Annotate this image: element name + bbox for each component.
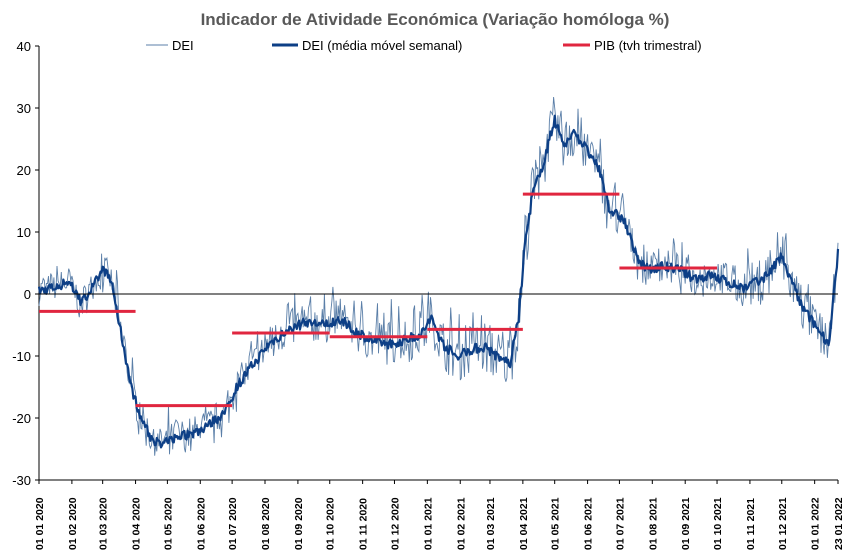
x-axis-ticks: 01 01 2020 01 02 2020 01 03 2020 01 04 2020… <box>34 480 845 550</box>
x-tick-label: 23 01 2022 <box>833 497 845 550</box>
x-tick-label: 01 04 2021 <box>518 497 530 550</box>
y-tick-label: 10 <box>17 225 31 240</box>
y-tick-label: 20 <box>17 163 31 178</box>
x-tick-label: 01 08 2020 <box>260 497 272 550</box>
legend-label-dei-moving-average: DEI (média móvel semanal) <box>302 38 462 53</box>
y-tick-label: -30 <box>12 473 31 488</box>
x-tick-label: 01 02 2020 <box>67 497 79 550</box>
x-tick-label: 01 03 2021 <box>485 497 497 550</box>
legend: DEI DEI (média móvel semanal) PIB (tvh t… <box>146 38 702 53</box>
x-tick-label: 01 10 2020 <box>325 497 337 550</box>
y-tick-label: -10 <box>12 349 31 364</box>
x-tick-label: 01 05 2020 <box>162 497 174 550</box>
x-tick-label: 01 10 2021 <box>712 497 724 550</box>
x-tick-label: 01 08 2021 <box>647 497 659 550</box>
x-tick-label: 01 01 2021 <box>422 497 434 550</box>
x-tick-label: 01 02 2021 <box>455 497 467 550</box>
x-tick-label: 01 01 2022 <box>810 497 822 550</box>
x-tick-label: 01 12 2020 <box>389 497 401 550</box>
y-tick-label: 40 <box>17 39 31 54</box>
x-tick-label: 01 07 2021 <box>614 497 626 550</box>
x-tick-label: 01 05 2021 <box>550 497 562 550</box>
legend-label-dei: DEI <box>172 38 194 53</box>
x-tick-label: 01 03 2020 <box>98 497 110 550</box>
x-tick-label: 01 01 2020 <box>34 497 46 550</box>
y-tick-label: -20 <box>12 411 31 426</box>
legend-label-pib: PIB (tvh trimestral) <box>594 38 702 53</box>
axes <box>38 46 838 481</box>
x-tick-label: 01 07 2020 <box>227 497 239 550</box>
chart-title: Indicador de Atividade Económica (Variaç… <box>201 10 670 29</box>
x-tick-label: 01 12 2021 <box>777 497 789 550</box>
dei-moving-average-line <box>37 114 840 449</box>
series-pib-quarterly <box>39 192 718 408</box>
y-axis-ticks: 40 30 20 10 0 -10 -20 -30 <box>12 39 39 488</box>
x-tick-label: 01 11 2020 <box>358 498 370 550</box>
x-tick-label: 01 09 2021 <box>680 497 692 550</box>
x-tick-label: 01 11 2021 <box>745 498 757 550</box>
x-tick-label: 01 09 2020 <box>293 497 305 550</box>
y-tick-label: 0 <box>24 287 31 302</box>
y-tick-label: 30 <box>17 101 31 116</box>
x-tick-label: 01 06 2020 <box>195 497 207 550</box>
x-tick-label: 01 04 2020 <box>131 497 143 550</box>
series-dei-moving-average <box>37 114 840 449</box>
x-tick-label: 01 06 2021 <box>583 497 595 550</box>
